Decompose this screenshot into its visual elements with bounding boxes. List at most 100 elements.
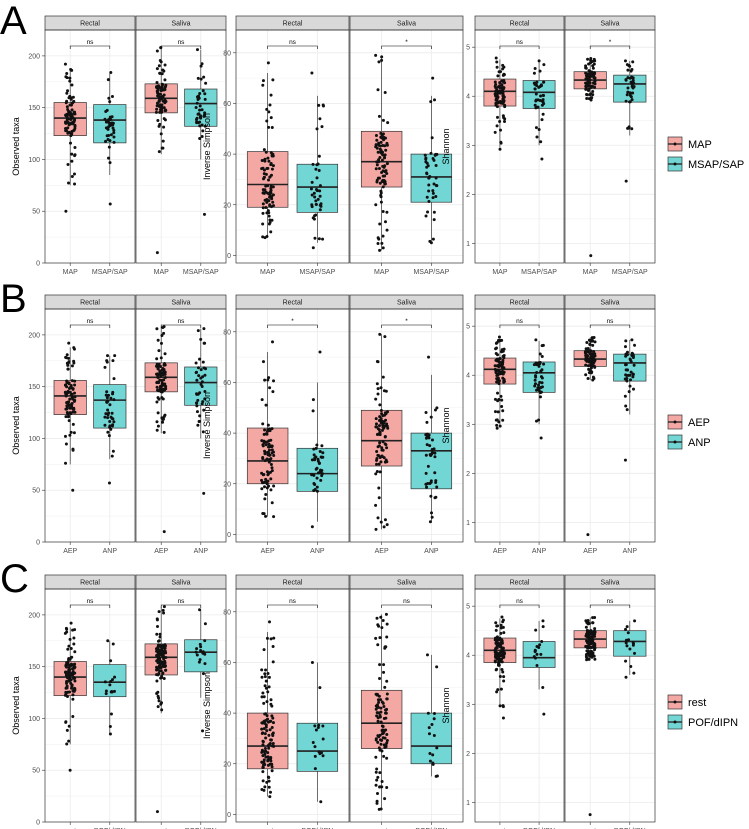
data-point bbox=[588, 650, 592, 654]
data-point bbox=[383, 170, 387, 174]
data-point bbox=[498, 89, 502, 93]
data-point bbox=[380, 749, 384, 753]
data-point bbox=[64, 209, 68, 213]
data-point bbox=[432, 717, 436, 721]
data-point bbox=[383, 144, 387, 148]
data-point bbox=[160, 708, 164, 712]
data-point bbox=[109, 680, 113, 684]
bracket-line bbox=[499, 324, 540, 328]
data-point bbox=[64, 356, 68, 360]
data-point bbox=[271, 645, 275, 649]
data-point bbox=[159, 665, 163, 669]
data-point bbox=[67, 419, 71, 423]
data-point bbox=[540, 103, 544, 107]
plot-border bbox=[235, 29, 350, 264]
significance-label: ns bbox=[178, 318, 186, 325]
data-point bbox=[202, 327, 206, 331]
y-axis-label: Observed taxa bbox=[11, 676, 21, 735]
data-point bbox=[268, 459, 272, 463]
data-point bbox=[263, 497, 267, 501]
data-point bbox=[623, 458, 627, 462]
data-point bbox=[159, 107, 163, 111]
data-point bbox=[588, 81, 592, 85]
data-point bbox=[266, 191, 270, 195]
bracket-line bbox=[160, 324, 202, 328]
data-point bbox=[265, 636, 269, 640]
data-point bbox=[267, 159, 271, 163]
data-point bbox=[385, 422, 389, 426]
data-point bbox=[503, 651, 507, 655]
data-point bbox=[163, 382, 167, 386]
data-point bbox=[155, 86, 159, 90]
data-point bbox=[70, 152, 74, 156]
data-point bbox=[64, 626, 68, 630]
data-point bbox=[270, 744, 274, 748]
data-point bbox=[261, 691, 265, 695]
data-point bbox=[587, 360, 591, 364]
data-point bbox=[537, 128, 541, 132]
plot-background bbox=[236, 309, 349, 542]
data-point bbox=[538, 352, 542, 356]
y-tick-label: 4 bbox=[466, 653, 470, 660]
data-point bbox=[158, 86, 162, 90]
data-point bbox=[378, 663, 382, 667]
data-point bbox=[268, 103, 272, 107]
y-tick-label: 80 bbox=[223, 609, 231, 616]
data-point bbox=[267, 448, 271, 452]
data-point bbox=[435, 485, 439, 489]
data-point bbox=[266, 156, 270, 160]
data-point bbox=[496, 373, 500, 377]
data-point bbox=[264, 755, 268, 759]
data-point bbox=[200, 134, 204, 138]
data-point bbox=[623, 377, 627, 381]
data-point bbox=[65, 105, 69, 109]
box-AEP bbox=[144, 325, 178, 534]
data-point bbox=[312, 481, 316, 485]
data-point bbox=[72, 431, 76, 435]
data-point bbox=[431, 191, 435, 195]
data-point bbox=[539, 94, 543, 98]
data-point bbox=[382, 179, 386, 183]
data-point bbox=[270, 769, 274, 773]
facet-strip-label: Saliva bbox=[397, 21, 416, 28]
data-point bbox=[495, 105, 499, 109]
data-point bbox=[158, 71, 162, 75]
data-point bbox=[318, 194, 322, 198]
data-point bbox=[261, 191, 265, 195]
data-point bbox=[260, 478, 264, 482]
data-point bbox=[163, 118, 167, 122]
data-point bbox=[382, 389, 386, 393]
data-point bbox=[586, 88, 590, 92]
data-point bbox=[375, 703, 379, 707]
data-point bbox=[103, 365, 107, 369]
data-point bbox=[68, 397, 72, 401]
data-point bbox=[382, 704, 386, 708]
data-point bbox=[386, 426, 390, 430]
data-point bbox=[264, 679, 268, 683]
data-point bbox=[261, 360, 265, 364]
data-point bbox=[584, 363, 588, 367]
data-point bbox=[503, 103, 507, 107]
data-point bbox=[584, 625, 588, 629]
data-point bbox=[494, 621, 498, 625]
data-point bbox=[539, 386, 543, 390]
data-point bbox=[265, 200, 269, 204]
data-point bbox=[379, 698, 383, 702]
data-point bbox=[315, 163, 319, 167]
data-point bbox=[111, 121, 115, 125]
data-point bbox=[262, 760, 266, 764]
data-point bbox=[378, 156, 382, 160]
data-point bbox=[73, 154, 77, 158]
data-point bbox=[155, 400, 159, 404]
data-point bbox=[196, 76, 200, 80]
data-point bbox=[534, 419, 538, 423]
facet-strip-label: Saliva bbox=[397, 580, 416, 587]
data-point bbox=[383, 182, 387, 186]
x-tick-label: MSAP/SAP bbox=[521, 269, 557, 276]
data-point bbox=[378, 248, 382, 252]
data-point bbox=[106, 138, 110, 142]
facet-strip-label: Rectal bbox=[510, 21, 530, 28]
data-point bbox=[533, 67, 537, 71]
